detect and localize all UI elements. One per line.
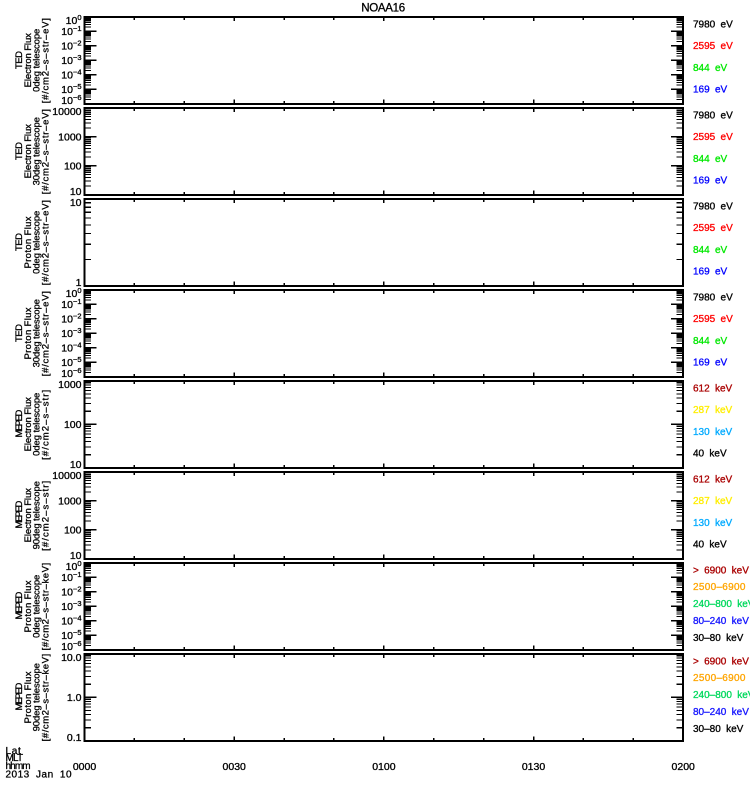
svg-text:90deg telescope: 90deg telescope xyxy=(32,481,43,549)
svg-text:MLT: MLT xyxy=(6,753,24,764)
svg-text:[#/cm2–s–str–eV]: [#/cm2–s–str–eV] xyxy=(41,290,52,376)
svg-text:10000: 10000 xyxy=(52,470,81,482)
svg-text:844 eV: 844 eV xyxy=(693,245,728,256)
svg-text:1000: 1000 xyxy=(58,379,82,391)
svg-text:169 eV: 169 eV xyxy=(693,358,728,369)
svg-text:MEPED: MEPED xyxy=(14,592,25,620)
svg-text:612 keV: 612 keV xyxy=(693,384,733,395)
svg-text:Lat: Lat xyxy=(6,746,22,757)
svg-text:10000: 10000 xyxy=(52,106,81,118)
svg-text:40 keV: 40 keV xyxy=(693,540,727,551)
svg-text:[#/cm2–s–str–eV]: [#/cm2–s–str–eV] xyxy=(41,199,52,285)
svg-text:7980 eV: 7980 eV xyxy=(693,111,733,122)
svg-text:30deg telescope: 30deg telescope xyxy=(32,117,43,185)
svg-text:80–240 keV: 80–240 keV xyxy=(693,707,749,718)
svg-text:844 eV: 844 eV xyxy=(693,63,728,74)
svg-text:MEPED: MEPED xyxy=(14,501,25,529)
svg-text:7980 eV: 7980 eV xyxy=(693,202,733,213)
svg-text:TED: TED xyxy=(14,142,25,160)
svg-text:0000: 0000 xyxy=(73,761,97,773)
svg-text:1.0: 1.0 xyxy=(67,692,82,704)
svg-text:0deg telescope: 0deg telescope xyxy=(32,29,43,92)
svg-text:[#/cm2–s–str–eV]: [#/cm2–s–str–eV] xyxy=(41,17,52,103)
svg-text:169 eV: 169 eV xyxy=(693,267,728,278)
svg-text:130 keV: 130 keV xyxy=(693,427,733,438)
svg-text:2595 eV: 2595 eV xyxy=(693,223,733,234)
svg-text:Electron Flux: Electron Flux xyxy=(23,488,34,542)
svg-text:100: 100 xyxy=(64,419,82,431)
svg-text:[#/cm2–s–str–keV]: [#/cm2–s–str–keV] xyxy=(41,653,52,741)
svg-text:0030: 0030 xyxy=(223,761,247,773)
svg-text:[#/cm2–s–str]: [#/cm2–s–str] xyxy=(41,480,52,551)
svg-text:10.0: 10.0 xyxy=(61,652,82,664)
svg-text:90deg telescope: 90deg telescope xyxy=(32,663,43,731)
svg-text:30–80 keV: 30–80 keV xyxy=(693,724,744,735)
svg-text:2500–6900: 2500–6900 xyxy=(693,673,746,684)
svg-text:Electron Flux: Electron Flux xyxy=(23,124,34,178)
svg-text:0deg telescope: 0deg telescope xyxy=(32,211,43,274)
svg-text:30–80 keV: 30–80 keV xyxy=(693,633,744,644)
svg-text:240–800 keV: 240–800 keV xyxy=(693,690,750,701)
svg-text:844 eV: 844 eV xyxy=(693,336,728,347)
svg-text:2595 eV: 2595 eV xyxy=(693,132,733,143)
svg-text:2595 eV: 2595 eV xyxy=(693,314,733,325)
svg-text:MEPED: MEPED xyxy=(14,410,25,438)
svg-text:40 keV: 40 keV xyxy=(693,449,727,460)
svg-text:NOAA16: NOAA16 xyxy=(361,3,405,15)
svg-text:10: 10 xyxy=(70,186,82,198)
svg-text:80–240 keV: 80–240 keV xyxy=(693,616,749,627)
svg-text:100: 100 xyxy=(64,160,82,172)
svg-text:7980 eV: 7980 eV xyxy=(693,20,733,31)
svg-text:169 eV: 169 eV xyxy=(693,85,728,96)
svg-text:100: 100 xyxy=(64,524,82,536)
svg-text:Electron Flux: Electron Flux xyxy=(23,33,34,87)
svg-text:Proton Flux: Proton Flux xyxy=(23,307,34,359)
svg-text:0100: 0100 xyxy=(372,761,396,773)
svg-text:Proton Flux: Proton Flux xyxy=(23,580,34,632)
svg-text:[#/cm2–s–str–eV]: [#/cm2–s–str–eV] xyxy=(41,108,52,194)
svg-text:TED: TED xyxy=(14,51,25,69)
svg-text:[#/cm2–s–str]: [#/cm2–s–str] xyxy=(41,389,52,460)
svg-text:0200: 0200 xyxy=(672,761,696,773)
svg-text:2595 eV: 2595 eV xyxy=(693,41,733,52)
svg-text:10: 10 xyxy=(70,197,82,209)
svg-text:130 keV: 130 keV xyxy=(693,518,733,529)
svg-text:[#/cm2–s–str–keV]: [#/cm2–s–str–keV] xyxy=(41,562,52,650)
svg-text:2013 Jan 10: 2013 Jan 10 xyxy=(6,770,73,781)
svg-text:7980 eV: 7980 eV xyxy=(693,293,733,304)
svg-text:0.1: 0.1 xyxy=(67,732,82,744)
svg-text:612 keV: 612 keV xyxy=(693,475,733,486)
svg-text:Electron Flux: Electron Flux xyxy=(23,397,34,451)
svg-text:Proton Flux: Proton Flux xyxy=(23,671,34,723)
svg-text:> 6900 keV: > 6900 keV xyxy=(693,656,749,667)
svg-text:> 6900 keV: > 6900 keV xyxy=(693,565,749,576)
svg-text:0deg telescope: 0deg telescope xyxy=(32,393,43,456)
svg-text:TED: TED xyxy=(14,324,25,342)
svg-text:TED: TED xyxy=(14,233,25,251)
svg-text:1: 1 xyxy=(76,277,82,289)
svg-text:hhmm: hhmm xyxy=(6,761,31,772)
svg-text:MEPED: MEPED xyxy=(14,683,25,711)
svg-text:844 eV: 844 eV xyxy=(693,154,728,165)
svg-text:30deg telescope: 30deg telescope xyxy=(32,299,43,367)
svg-text:0deg telescope: 0deg telescope xyxy=(32,575,43,638)
svg-text:2500–6900: 2500–6900 xyxy=(693,582,746,593)
svg-text:287 keV: 287 keV xyxy=(693,405,733,416)
svg-text:169 eV: 169 eV xyxy=(693,176,728,187)
svg-text:240–800 keV: 240–800 keV xyxy=(693,599,750,610)
svg-text:287 keV: 287 keV xyxy=(693,496,733,507)
svg-text:0130: 0130 xyxy=(522,761,546,773)
svg-text:10: 10 xyxy=(70,459,82,471)
svg-text:1000: 1000 xyxy=(58,495,82,507)
svg-text:Proton Flux: Proton Flux xyxy=(23,216,34,268)
svg-text:1000: 1000 xyxy=(58,131,82,143)
svg-text:10: 10 xyxy=(70,550,82,562)
